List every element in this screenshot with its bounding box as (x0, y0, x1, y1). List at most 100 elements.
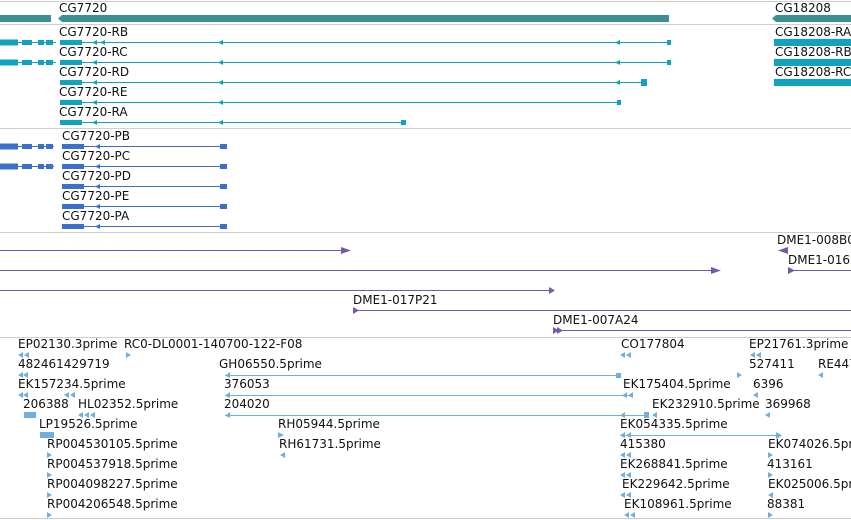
est-glyph[interactable] (626, 452, 631, 458)
est-glyph[interactable] (620, 432, 782, 439)
est-label[interactable]: EK268841.5prime (620, 457, 728, 471)
transcript-glyph-cg18208-rc[interactable] (774, 79, 851, 86)
transcript-label[interactable]: CG7720-RB (59, 25, 129, 39)
protein-glyph-pb[interactable] (0, 143, 227, 150)
transcript-label[interactable]: CG7720-RA (59, 105, 128, 119)
est-glyph[interactable] (768, 452, 773, 458)
est-glyph[interactable] (620, 452, 625, 458)
transcript-glyph-rc[interactable] (0, 59, 671, 66)
clone-label[interactable]: DME1-008B0 (777, 233, 851, 247)
transcript-label[interactable]: CG18208-RB (775, 45, 851, 59)
est-label[interactable]: 6396 (753, 377, 784, 391)
est-label[interactable]: RE447 (818, 357, 851, 371)
est-label[interactable]: 88381 (767, 497, 806, 511)
est-glyph[interactable] (620, 472, 625, 478)
clone-glyph-1[interactable] (0, 247, 351, 254)
est-glyph[interactable] (620, 352, 625, 358)
est-glyph[interactable] (78, 412, 83, 418)
est-label[interactable]: 415380 (620, 437, 666, 451)
clone-glyph-dme1-008b0[interactable] (778, 247, 788, 254)
est-glyph[interactable] (768, 492, 773, 498)
est-label[interactable]: 204020 (224, 397, 270, 411)
est-label[interactable]: EK229642.5prime (622, 477, 730, 491)
est-glyph[interactable] (40, 432, 54, 438)
est-glyph[interactable] (90, 412, 95, 418)
protein-glyph-pa[interactable] (62, 224, 227, 229)
protein-label[interactable]: CG7720-PE (62, 189, 130, 203)
est-label[interactable]: EK074026.5prime (768, 437, 851, 451)
est-glyph[interactable] (225, 392, 633, 398)
protein-label[interactable]: CG7720-PA (62, 209, 130, 223)
gene-label-cg18208[interactable]: CG18208 (775, 1, 831, 15)
transcript-glyph-ra[interactable] (60, 120, 406, 125)
est-glyph[interactable] (18, 352, 23, 358)
est-label[interactable]: 206388 (23, 397, 69, 411)
est-label[interactable]: RP004530105.5prime (47, 437, 178, 451)
est-label[interactable]: EK232910.5prime (652, 397, 760, 411)
est-label[interactable]: CO177804 (621, 337, 685, 351)
gene-glyph-cg18208[interactable] (772, 15, 851, 22)
transcript-glyph-cg18208-ra[interactable] (774, 39, 851, 46)
est-glyph[interactable] (24, 352, 29, 358)
est-glyph[interactable] (47, 492, 52, 498)
est-label[interactable]: EK025006.5prime (768, 477, 851, 491)
transcript-glyph-rd[interactable] (60, 79, 647, 86)
est-label[interactable]: 482461429719 (18, 357, 110, 371)
transcript-label[interactable]: CG7720-RD (59, 65, 130, 79)
protein-label[interactable]: CG7720-PC (62, 149, 131, 163)
transcript-label[interactable]: CG18208-RC (775, 65, 851, 79)
protein-label[interactable]: CG7720-PB (62, 129, 131, 143)
est-label[interactable]: HL02352.5prime (78, 397, 179, 411)
est-glyph[interactable] (47, 512, 52, 518)
protein-label[interactable]: CG7720-PD (62, 169, 132, 183)
est-glyph[interactable] (24, 412, 36, 418)
est-glyph[interactable] (64, 392, 69, 398)
est-glyph[interactable] (280, 452, 285, 458)
est-label[interactable]: GH06550.5prime (219, 357, 322, 371)
clone-glyph-dme1-016[interactable] (788, 267, 851, 274)
est-glyph[interactable] (818, 372, 823, 378)
est-glyph[interactable] (47, 452, 52, 458)
est-glyph[interactable] (750, 352, 755, 358)
est-glyph[interactable] (620, 492, 625, 498)
est-label[interactable]: 413161 (767, 457, 813, 471)
est-glyph[interactable] (768, 512, 773, 518)
est-glyph[interactable] (18, 372, 23, 378)
transcript-glyph-rb[interactable] (0, 39, 671, 46)
clone-glyph-2[interactable] (0, 267, 721, 274)
est-glyph[interactable] (753, 392, 758, 398)
est-label[interactable]: EK054335.5prime (620, 417, 728, 431)
est-label[interactable]: RH61731.5prime (279, 437, 381, 451)
transcript-glyph-cg18208-rb[interactable] (774, 59, 851, 66)
est-label[interactable]: LP19526.5prime (39, 417, 138, 431)
est-label[interactable]: RH05944.5prime (278, 417, 380, 431)
est-label[interactable]: EP02130.3prime (18, 337, 118, 351)
est-label[interactable]: EK175404.5prime (623, 377, 731, 391)
est-label[interactable]: EK157234.5prime (18, 377, 126, 391)
clone-glyph-dme1-007a24[interactable] (553, 327, 851, 334)
gene-glyph-cg7720[interactable] (58, 15, 669, 22)
est-label[interactable]: RC0-DL0001-140700-122-F08 (124, 337, 303, 351)
transcript-label[interactable]: CG18208-RA (775, 25, 851, 39)
est-glyph[interactable] (70, 392, 75, 398)
clone-label[interactable]: DME1-017P21 (353, 293, 438, 307)
est-glyph[interactable] (626, 472, 631, 478)
est-glyph[interactable] (630, 512, 635, 518)
transcript-label[interactable]: CG7720-RC (59, 45, 128, 59)
est-label[interactable]: RP004537918.5prime (47, 457, 178, 471)
est-label[interactable]: RP004206548.5prime (47, 497, 178, 511)
clone-glyph-3[interactable] (0, 287, 555, 294)
est-label[interactable]: 527411 (749, 357, 795, 371)
clone-glyph-dme1-017p21[interactable] (353, 307, 851, 314)
est-label[interactable]: EK108961.5prime (624, 497, 732, 511)
transcript-glyph-re[interactable] (60, 100, 621, 105)
transcript-label[interactable]: CG7720-RE (59, 85, 128, 99)
est-glyph[interactable] (18, 392, 23, 398)
est-glyph[interactable] (84, 412, 89, 418)
est-glyph[interactable] (23, 372, 28, 378)
est-glyph[interactable] (47, 472, 52, 478)
protein-glyph-pd[interactable] (62, 184, 227, 189)
est-glyph[interactable] (126, 352, 131, 358)
est-glyph[interactable] (626, 352, 631, 358)
est-glyph[interactable] (225, 372, 621, 378)
